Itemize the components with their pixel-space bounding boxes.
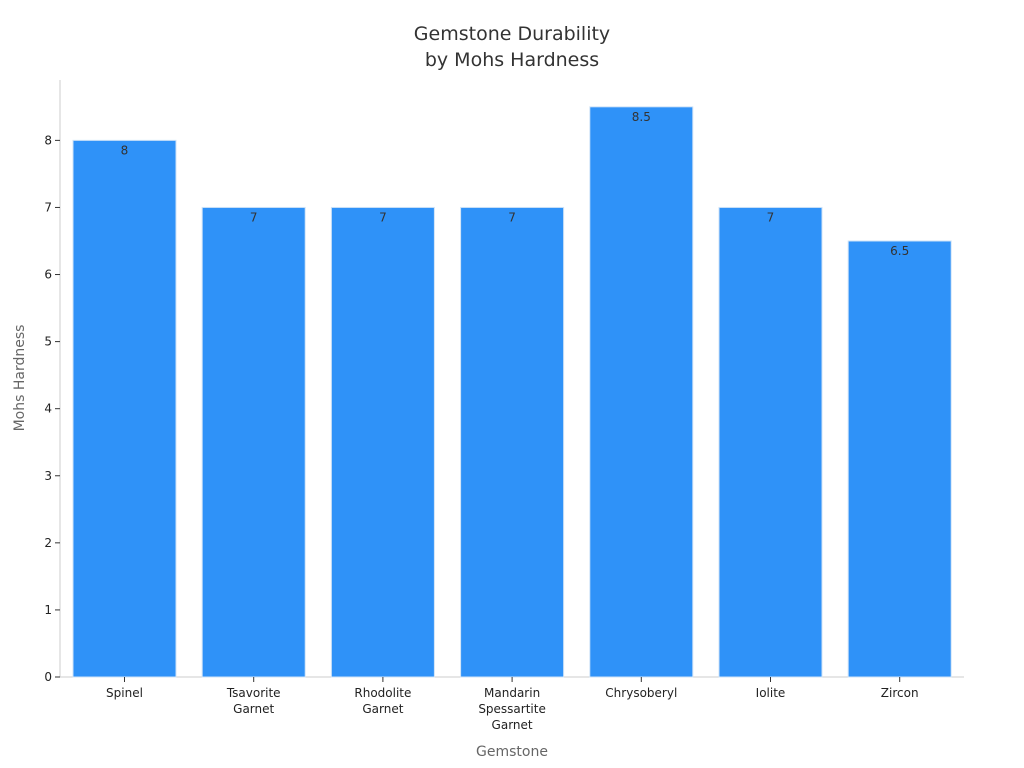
- bar: [589, 106, 694, 678]
- bar-value-label: 7: [250, 210, 258, 224]
- chart-title-line-2: by Mohs Hardness: [425, 49, 599, 71]
- x-tick-label: Chrysoberyl: [605, 686, 677, 700]
- bar: [201, 206, 306, 678]
- y-tick-label: 8: [44, 133, 52, 147]
- bar: [330, 206, 435, 678]
- x-tick-label: Zircon: [881, 686, 919, 700]
- chart-title-line-1: Gemstone Durability: [414, 23, 610, 45]
- x-tick-label: Mandarin Spessartite Garnet: [478, 686, 546, 732]
- y-tick-label: 2: [44, 536, 52, 550]
- y-axis-label: Mohs Hardness: [12, 325, 28, 432]
- plot-area: 0 1 2 3 4 5 6 7 8 8 Spinel 7 Tsavorite Garnet 7 Rhodoli…: [44, 80, 964, 732]
- bar: [718, 206, 823, 678]
- bar: [72, 139, 177, 678]
- bar: [847, 240, 952, 678]
- bar-value-label: 8.5: [632, 110, 651, 124]
- y-tick-label: 0: [44, 670, 52, 684]
- x-tick-label: Spinel: [106, 686, 143, 700]
- x-tick-label: Iolite: [756, 686, 786, 700]
- bar-value-label: 8: [121, 143, 129, 157]
- y-tick-label: 7: [44, 200, 52, 214]
- y-tick-label: 4: [44, 402, 52, 416]
- x-tick-label: Rhodolite Garnet: [354, 686, 411, 716]
- bar-value-label: 7: [767, 210, 775, 224]
- bar: [460, 206, 565, 678]
- x-axis-label: Gemstone: [476, 744, 548, 760]
- bar-value-label: 7: [379, 210, 387, 224]
- y-tick-label: 5: [44, 335, 52, 349]
- bar-value-label: 7: [508, 210, 516, 224]
- x-tick-label: Tsavorite Garnet: [226, 686, 281, 716]
- y-tick-label: 1: [44, 603, 52, 617]
- y-tick-label: 3: [44, 469, 52, 483]
- bar-value-label: 6.5: [890, 244, 909, 258]
- y-tick-label: 6: [44, 268, 52, 282]
